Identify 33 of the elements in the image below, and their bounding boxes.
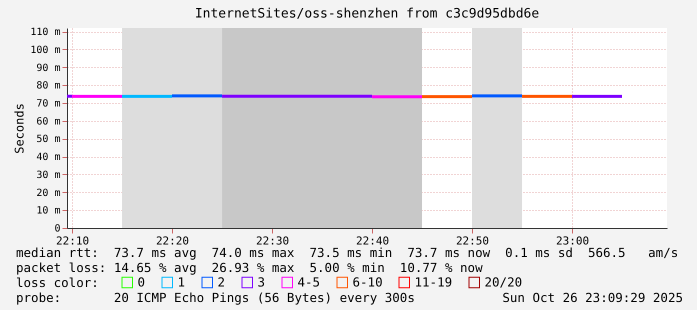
y-tick-label: 0	[54, 224, 60, 234]
y-axis-title: Seconds	[12, 103, 26, 154]
y-tick-label: 80 m	[36, 80, 60, 92]
text: Sun Oct 26 23:09:29 2025	[502, 290, 683, 305]
x-tick-label: 22:10	[56, 234, 90, 248]
legend-label: 1	[178, 274, 186, 290]
x-tick-label: 22:40	[356, 234, 390, 248]
y-tick-label: 50 m	[36, 134, 60, 146]
y-tick-label: 10 m	[36, 206, 60, 217]
y-tick-label: 70 m	[36, 98, 60, 110]
legend-title: loss color:	[16, 275, 99, 290]
legend-label: 0	[138, 274, 146, 290]
text: probe: 20 ICMP Echo Pings (56 Bytes) every 300s	[16, 290, 415, 305]
text: packet loss: 14.65 % avg 26.93 % max 5.00 % min 10.77 % now	[16, 260, 483, 275]
y-tick-label: 110 m	[30, 27, 60, 38]
y-tick-label: 30 m	[36, 170, 60, 181]
y-tick-label: 100 m	[30, 44, 60, 56]
legend-label: 4-5	[298, 274, 320, 290]
x-tick-label: 23:00	[556, 234, 590, 248]
legend-label: 2	[218, 274, 226, 290]
legend-label: 6-10	[352, 274, 383, 290]
x-tick-label: 22:30	[256, 234, 290, 248]
text: median rtt: 73.7 ms avg 74.0 ms max 73.5 ms min 73.7 ms now 0.1 ms sd 566.5 am/s	[16, 245, 678, 260]
x-tick-label: 22:20	[156, 234, 190, 248]
chart-title: InternetSites/oss-shenzhen from c3c9d95dbd6e	[194, 6, 540, 22]
y-tick-label: 90 m	[36, 62, 60, 74]
y-tick-label: 40 m	[36, 152, 60, 164]
legend-label: 11-19	[414, 274, 452, 290]
y-tick-label: 20 m	[36, 188, 60, 199]
x-tick-label: 22:50	[456, 234, 490, 248]
y-tick-label: 60 m	[36, 116, 60, 128]
legend-label: 3	[258, 274, 266, 290]
legend-label: 20/20	[484, 274, 522, 290]
